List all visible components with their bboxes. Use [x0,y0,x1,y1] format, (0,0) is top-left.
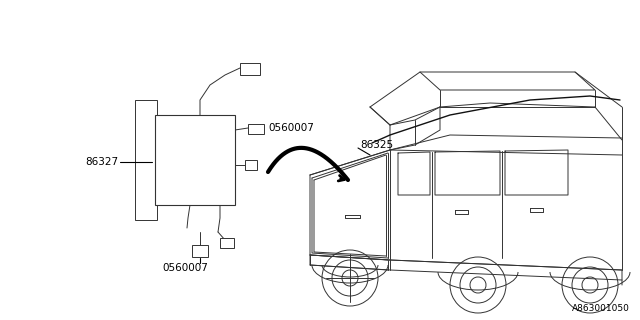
Text: A863001050: A863001050 [572,304,630,313]
Bar [135,100,157,220]
Bar [240,63,260,75]
Bar [155,115,235,205]
Text: 0560007: 0560007 [268,123,314,133]
Bar [248,124,264,134]
Text: 0560007: 0560007 [162,263,208,273]
Text: 86325: 86325 [360,140,393,150]
Bar [245,160,257,170]
Bar [220,238,234,248]
Bar [192,245,208,257]
Text: 86327: 86327 [85,157,118,167]
